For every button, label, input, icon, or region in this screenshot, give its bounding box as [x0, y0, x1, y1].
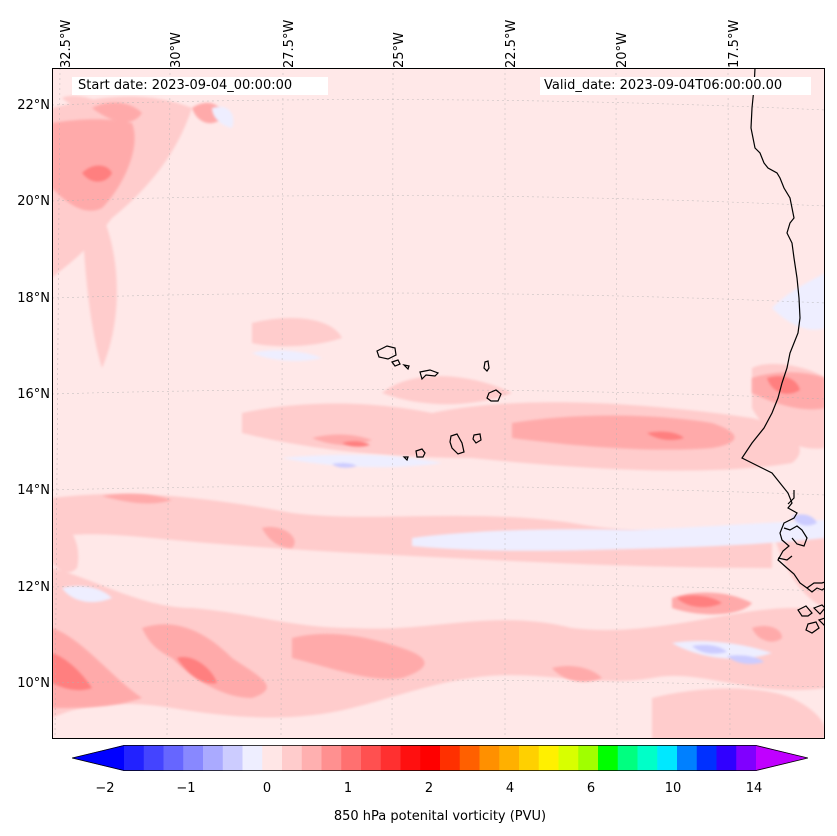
- island-santa-luzia: [402, 364, 410, 371]
- colorbar-swatch: [538, 745, 559, 771]
- colorbar-swatch: [677, 745, 698, 771]
- colorbar-swatch: [696, 745, 717, 771]
- colorbar-tick: −1: [176, 781, 196, 796]
- colorbar-swatch: [578, 745, 599, 771]
- lon-label: 25°W: [392, 32, 407, 68]
- lon-label: 27.5°W: [282, 19, 297, 68]
- island-brava: [402, 456, 409, 462]
- pv-map: [52, 68, 825, 739]
- colorbar-swatch: [637, 745, 658, 771]
- island-sao-vicente: [391, 359, 401, 367]
- colorbar-tick: 2: [424, 781, 434, 796]
- west-africa-coastline: [741, 68, 825, 634]
- island-santiago: [449, 433, 465, 455]
- island-sao-nicolau: [419, 369, 440, 381]
- colorbar-tick: 10: [664, 781, 682, 796]
- island-maio: [472, 433, 482, 444]
- colorbar-swatch: [124, 745, 145, 771]
- lat-label: 22°N: [17, 98, 50, 113]
- colorbar-swatch: [163, 745, 184, 771]
- colorbar-tick: 4: [505, 781, 515, 796]
- colorbar-swatch: [143, 745, 164, 771]
- colorbar-swatch: [183, 745, 204, 771]
- graticule: [52, 68, 825, 739]
- lon-label: 30°W: [169, 32, 184, 68]
- pv-contours-negative: [62, 106, 825, 664]
- island-santo-antao: [376, 345, 397, 360]
- colorbar-swatch: [262, 745, 283, 771]
- colorbar-tick: 14: [745, 781, 763, 796]
- colorbar-tick: 6: [586, 781, 596, 796]
- colorbar-swatch: [736, 745, 757, 771]
- colorbar-tick: 0: [262, 781, 272, 796]
- lat-label: 16°N: [17, 387, 50, 402]
- start-date-label: Start date: 2023-09-04_00:00:00: [72, 77, 328, 95]
- colorbar-swatch: [203, 745, 224, 771]
- colorbar-label: 850 hPa potenital vorticity (PVU): [333, 809, 547, 824]
- colorbar: [72, 745, 808, 771]
- colorbar-tick: −2: [95, 781, 115, 796]
- colorbar-swatch: [242, 745, 263, 771]
- island-sal: [483, 360, 490, 372]
- cape-verde-islands: [376, 345, 502, 462]
- colorbar-swatch: [479, 745, 500, 771]
- lat-label: 12°N: [17, 580, 50, 595]
- colorbar-swatch: [301, 745, 322, 771]
- colorbar-swatch: [716, 745, 737, 771]
- lon-label: 17.5°W: [727, 19, 742, 68]
- colorbar-swatch: [459, 745, 480, 771]
- lat-label: 20°N: [17, 194, 50, 209]
- lat-label: 10°N: [17, 676, 50, 691]
- pv-contours-medium: [52, 102, 825, 708]
- colorbar-outline: [72, 745, 808, 771]
- lat-label: 14°N: [17, 483, 50, 498]
- lon-label: 32.5°W: [59, 19, 74, 68]
- lat-label: 18°N: [17, 291, 50, 306]
- island-boa-vista: [486, 389, 502, 402]
- colorbar-extend-max: [756, 745, 808, 771]
- colorbar-swatch: [558, 745, 579, 771]
- pv-contours-strong: [52, 165, 800, 691]
- colorbar-swatch: [420, 745, 441, 771]
- colorbar-swatch: [222, 745, 243, 771]
- colorbar-swatch: [499, 745, 520, 771]
- colorbar-swatch: [321, 745, 342, 771]
- colorbar-swatch: [380, 745, 401, 771]
- colorbar-swatch: [282, 745, 303, 771]
- colorbar-swatch: [519, 745, 540, 771]
- lon-label: 20°W: [615, 32, 630, 68]
- colorbar-swatch: [598, 745, 619, 771]
- colorbar-swatch: [617, 745, 638, 771]
- colorbar-swatch: [341, 745, 362, 771]
- island-fogo: [415, 448, 426, 458]
- valid-date-label: Valid_date: 2023-09-04T06:00:00.00: [540, 77, 811, 95]
- lon-label: 22.5°W: [504, 19, 519, 68]
- colorbar-swatch: [400, 745, 421, 771]
- map-frame: [52, 68, 825, 739]
- colorbar-swatch: [361, 745, 382, 771]
- colorbar-swatch: [657, 745, 678, 771]
- colorbar-swatch: [440, 745, 461, 771]
- colorbar-extend-min: [72, 745, 124, 771]
- colorbar-tick: 1: [343, 781, 353, 796]
